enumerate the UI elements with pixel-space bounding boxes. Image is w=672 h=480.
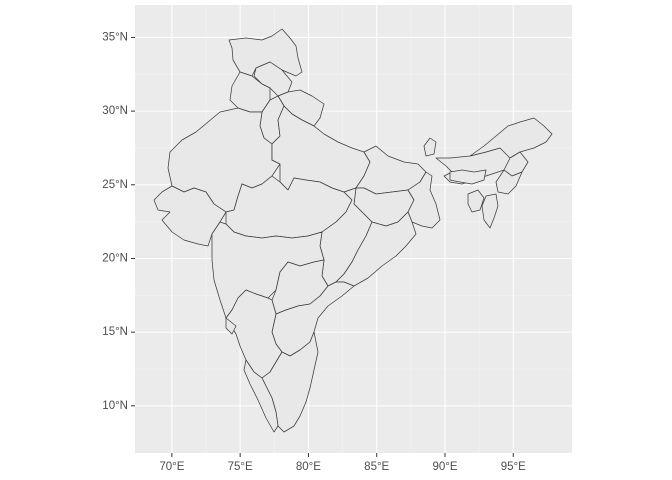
region-manipur: [495, 169, 523, 195]
region-mizoram: [481, 193, 499, 229]
x-tick-label: 85°E: [364, 461, 389, 473]
x-tick-label: 95°E: [501, 461, 526, 473]
state-boundaries: [153, 28, 553, 433]
region-meghalaya: [449, 169, 487, 185]
y-tick-label: 15°N: [102, 326, 128, 338]
y-tick-label: 30°N: [102, 105, 128, 117]
region-west-bengal: [407, 171, 441, 229]
region-jammu-kashmir: [228, 28, 303, 77]
x-tick-label: 90°E: [432, 461, 457, 473]
y-tick-label: 25°N: [102, 179, 128, 191]
region-sikkim: [423, 137, 437, 157]
region-tripura: [467, 189, 485, 213]
y-axis: 10°N 15°N 20°N 25°N 30°N 35°N: [102, 31, 135, 412]
x-tick-label: 75°E: [228, 461, 253, 473]
region-kerala: [243, 359, 279, 433]
y-tick-label: 20°N: [102, 253, 128, 265]
region-odisha: [335, 211, 417, 287]
y-tick-label: 35°N: [102, 31, 128, 43]
x-tick-label: 70°E: [159, 461, 184, 473]
x-tick-label: 80°E: [296, 461, 321, 473]
x-axis: 70°E 75°E 80°E 85°E 90°E 95°E: [159, 453, 526, 473]
region-goa: [225, 317, 237, 335]
region-arunachal-pradesh: [469, 117, 553, 159]
y-tick-label: 10°N: [102, 400, 128, 412]
